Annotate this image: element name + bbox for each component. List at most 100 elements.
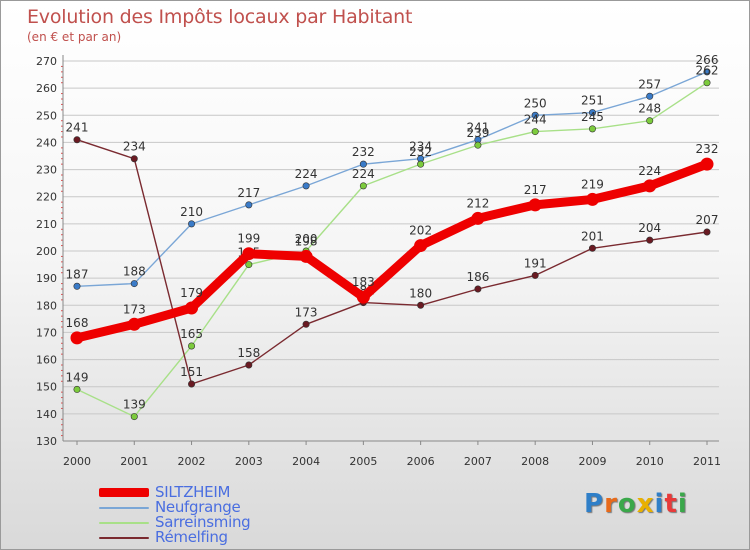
data-label-siltzheim: 168 [66, 316, 89, 330]
x-tick-label: 2006 [407, 455, 435, 468]
data-point-neufgrange [531, 111, 539, 119]
data-label-rémelfing: 201 [581, 229, 604, 243]
legend-item-sarreinsming: Sarreinsming [99, 513, 251, 531]
data-point-sarreinsming [73, 385, 81, 393]
data-label-rémelfing: 241 [66, 121, 89, 135]
brand-letter: i [654, 489, 665, 519]
data-point-rémelfing [73, 136, 81, 144]
y-tick-label: 250 [36, 109, 57, 122]
data-point-sarreinsming [646, 117, 654, 125]
data-point-siltzheim [185, 301, 199, 315]
data-point-siltzheim [643, 179, 657, 193]
data-point-neufgrange [646, 92, 654, 100]
data-point-sarreinsming [417, 160, 425, 168]
data-label-rémelfing: 151 [180, 365, 203, 379]
data-label-sarreinsming: 165 [180, 327, 203, 341]
data-label-rémelfing: 158 [237, 346, 260, 360]
data-point-rémelfing [474, 285, 482, 293]
data-point-neufgrange [703, 68, 711, 76]
data-label-neufgrange: 224 [295, 167, 318, 181]
data-label-sarreinsming: 139 [123, 398, 146, 412]
data-label-neufgrange: 266 [696, 53, 719, 67]
data-label-siltzheim: 232 [696, 142, 719, 156]
data-label-sarreinsming: 232 [409, 145, 432, 159]
data-label-neufgrange: 251 [581, 94, 604, 108]
data-point-siltzheim [585, 192, 599, 206]
y-tick-label: 220 [36, 191, 57, 204]
data-point-rémelfing [703, 228, 711, 236]
data-point-rémelfing [417, 301, 425, 309]
x-tick-label: 2010 [636, 455, 664, 468]
data-label-neufgrange: 188 [123, 265, 146, 279]
legend-item-siltzheim: SILTZHEIM [99, 485, 250, 500]
data-label-sarreinsming: 224 [352, 167, 375, 181]
x-tick-label: 2007 [464, 455, 492, 468]
legend-label-sarreinsming: Sarreinsming [155, 513, 251, 531]
data-label-siltzheim: 179 [180, 286, 203, 300]
data-label-sarreinsming: 248 [638, 102, 661, 116]
data-label-siltzheim: 217 [524, 183, 547, 197]
data-label-rémelfing: 207 [696, 213, 719, 227]
data-label-neufgrange: 234 [409, 140, 432, 154]
y-tick-label: 210 [36, 218, 57, 231]
x-tick-label: 2002 [178, 455, 206, 468]
data-point-sarreinsming [703, 79, 711, 87]
legend-label-neufgrange: Neufgrange [155, 498, 241, 516]
data-label-sarreinsming: 245 [581, 110, 604, 124]
data-point-siltzheim [414, 239, 428, 253]
data-label-neufgrange: 217 [237, 186, 260, 200]
data-label-rémelfing: 173 [295, 305, 318, 319]
data-point-rémelfing [302, 320, 310, 328]
data-label-neufgrange: 210 [180, 205, 203, 219]
data-label-sarreinsming: 244 [524, 113, 547, 127]
series-line-siltzheim [72, 159, 712, 343]
legend-swatch-sarreinsming [99, 521, 149, 524]
brand-letter: t [664, 489, 678, 519]
data-point-rémelfing [130, 155, 138, 163]
x-tick-label: 2009 [578, 455, 606, 468]
data-point-siltzheim [70, 331, 84, 345]
data-point-neufgrange [188, 220, 196, 228]
y-tick-label: 180 [36, 299, 57, 312]
data-label-sarreinsming: 262 [696, 64, 719, 78]
x-tick-label: 2001 [120, 455, 148, 468]
data-point-neufgrange [302, 182, 310, 190]
data-label-siltzheim: 219 [581, 177, 604, 191]
y-tick-label: 260 [36, 82, 57, 95]
legend-label-remelfing: Rémelfing [155, 528, 228, 546]
y-tick-label: 230 [36, 164, 57, 177]
data-point-rémelfing [588, 244, 596, 252]
data-label-neufgrange: 241 [466, 121, 489, 135]
data-label-siltzheim: 199 [237, 232, 260, 246]
chart-title: Evolution des Impôts locaux par Habitant [27, 6, 413, 28]
legend-item-remelfing: Rémelfing [99, 530, 250, 545]
legend: SILTZHEIM Neufgrange Sarreinsming Rémelf… [99, 485, 251, 545]
data-point-sarreinsming [130, 413, 138, 421]
y-tick-label: 200 [36, 245, 57, 258]
data-label-siltzheim: 212 [466, 196, 489, 210]
data-label-neufgrange: 250 [524, 96, 547, 110]
data-point-sarreinsming [245, 261, 253, 269]
data-point-sarreinsming [188, 342, 196, 350]
y-tick-label: 140 [36, 408, 57, 421]
legend-item-neufgrange: Neufgrange [99, 500, 250, 515]
series-line-rémelfing [76, 139, 708, 385]
brand-letter: i [677, 489, 688, 519]
y-tick-label: 270 [36, 55, 57, 68]
data-label-rémelfing: 204 [638, 221, 661, 235]
data-point-siltzheim [471, 211, 485, 225]
data-label-sarreinsming: 239 [466, 126, 489, 140]
data-point-sarreinsming [474, 141, 482, 149]
brand-letter: P [584, 489, 605, 519]
data-label-rémelfing: 186 [466, 270, 489, 284]
legend-label-siltzheim: SILTZHEIM [155, 483, 231, 501]
brand-letter: o [617, 489, 637, 519]
data-label-rémelfing: 191 [524, 256, 547, 270]
chart-subtitle: (en € et par an) [27, 30, 122, 44]
data-label-sarreinsming: 200 [295, 232, 318, 246]
legend-swatch-remelfing [99, 536, 149, 539]
data-point-rémelfing [245, 361, 253, 369]
data-point-neufgrange [130, 280, 138, 288]
x-tick-label: 2008 [521, 455, 549, 468]
